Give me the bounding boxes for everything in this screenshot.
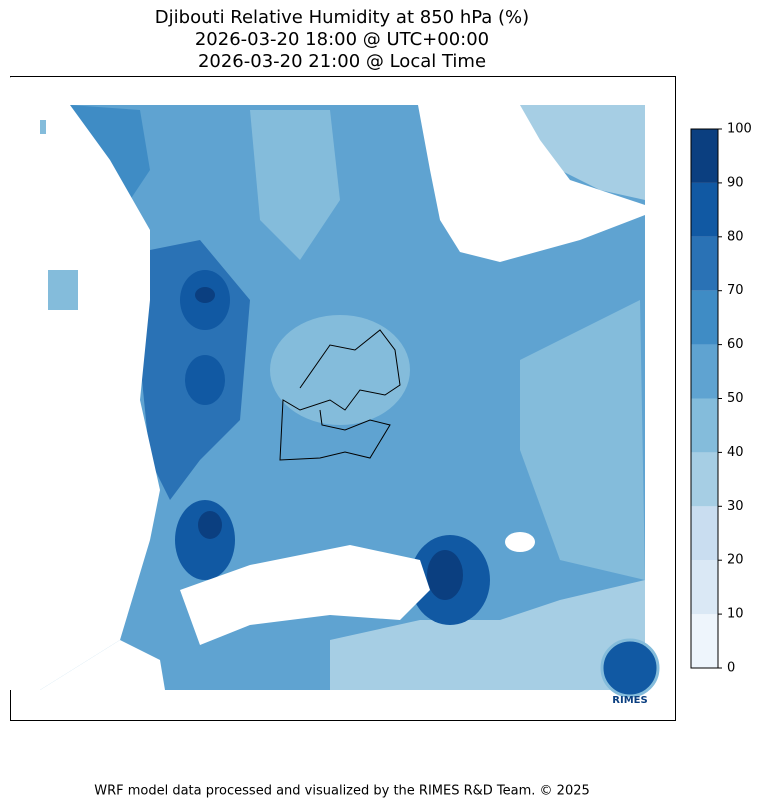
subtitle: 2026-03-20 21:00 @ Local Time xyxy=(198,51,486,72)
no-data xyxy=(10,77,160,690)
field xyxy=(185,355,225,405)
field xyxy=(175,500,235,580)
no-data xyxy=(505,532,535,552)
colorbar-tick-label: 30 xyxy=(727,499,744,514)
colorbar-band xyxy=(691,290,718,345)
colorbar-tick-label: 60 xyxy=(727,337,744,352)
colorbar-band xyxy=(691,452,718,507)
colorbar-tick-label: 90 xyxy=(727,175,744,190)
title: Djibouti Relative Humidity at 850 hPa (%… xyxy=(155,7,529,28)
field xyxy=(330,580,645,690)
logo: RIMES xyxy=(600,638,660,706)
colorbar-tick-label: 100 xyxy=(727,122,752,137)
field xyxy=(427,550,463,600)
colorbar-band xyxy=(691,182,718,237)
colorbar-tick-label: 10 xyxy=(727,607,744,622)
colorbar-band xyxy=(691,614,718,668)
logo-text: RIMES xyxy=(612,695,647,706)
colorbar-band xyxy=(691,344,718,399)
field xyxy=(40,120,46,134)
field xyxy=(48,270,78,310)
no-data xyxy=(418,105,645,262)
colorbar-tick-label: 0 xyxy=(727,661,735,676)
colorbar-band xyxy=(691,129,718,183)
colorbar-tick-label: 70 xyxy=(727,283,744,298)
colorbar-band xyxy=(691,506,718,561)
field xyxy=(70,105,150,200)
field xyxy=(520,105,645,200)
country-border xyxy=(279,329,401,461)
field xyxy=(270,315,410,425)
colorbar: 0 10 20 30 40 50 60 70 80 90 100 xyxy=(690,122,752,676)
colorbar-tick-label: 50 xyxy=(727,391,744,406)
no-data xyxy=(40,640,165,690)
colorbar-band xyxy=(691,560,718,615)
colorbar-tick-label: 20 xyxy=(727,553,744,568)
colorbar-band xyxy=(691,398,718,453)
colorbar-tick-label: 80 xyxy=(727,229,744,244)
map: RIMES xyxy=(10,76,676,721)
no-data xyxy=(180,545,430,645)
footer: WRF model data processed and visualized … xyxy=(94,784,590,799)
field xyxy=(198,511,222,539)
subtitle: 2026-03-20 18:00 @ UTC+00:00 xyxy=(195,29,489,50)
colorbar-tick-label: 40 xyxy=(727,445,744,460)
colorbar-band xyxy=(691,236,718,291)
field xyxy=(195,287,215,303)
logo-emblem xyxy=(600,638,660,698)
field xyxy=(250,110,340,260)
field xyxy=(520,300,645,580)
